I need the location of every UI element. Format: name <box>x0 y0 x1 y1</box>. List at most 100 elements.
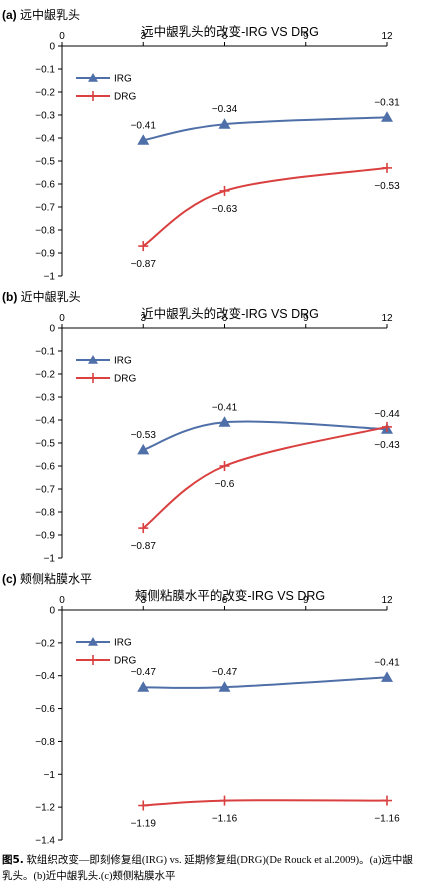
y-tick-label: −0.2 <box>35 88 55 99</box>
series-line-irg <box>143 116 388 142</box>
x-tick-label: 0 <box>59 595 65 606</box>
y-tick-label: −0.5 <box>35 157 55 168</box>
data-point-drg <box>138 800 149 811</box>
y-tick-label: −0.6 <box>35 704 55 715</box>
data-point-irg <box>218 681 231 692</box>
x-tick-label: 9 <box>303 31 309 42</box>
panel-letter: (a) <box>2 8 17 22</box>
data-point-irg <box>218 416 231 427</box>
data-label-irg: −0.53 <box>131 430 157 441</box>
data-point-drg <box>138 241 149 252</box>
y-tick-label: −0.1 <box>35 65 55 76</box>
y-tick-label: 0 <box>49 42 55 53</box>
x-tick-label: 6 <box>222 595 228 606</box>
legend-label-drg: DRG <box>114 374 136 385</box>
data-point-drg <box>219 461 230 471</box>
legend-label-irg: IRG <box>114 74 132 85</box>
chart-title: 颊侧粘膜水平的改变-IRG VS DRG <box>135 588 325 603</box>
figure-caption: 图5. 软组织改变—即刻修复组(IRG) vs. 延期修复组(DRG)(De R… <box>2 852 419 885</box>
data-point-irg <box>381 111 393 122</box>
data-label-drg: −0.87 <box>131 541 157 552</box>
series-line-drg <box>143 799 388 807</box>
y-tick-label: −0.8 <box>35 508 55 519</box>
data-label-drg: −0.6 <box>215 479 235 490</box>
data-label-drg: −0.87 <box>131 259 157 270</box>
legend-marker-irg <box>88 355 98 364</box>
x-tick-label: 3 <box>140 31 146 42</box>
caption-text: 软组织改变—即刻修复组(IRG) vs. 延期修复组(DRG)(De Rouck… <box>2 855 413 882</box>
y-tick-label: −0.9 <box>35 531 55 542</box>
y-tick-label: −0.7 <box>35 485 55 496</box>
panel-title: 颊侧粘膜水平 <box>20 572 93 586</box>
data-point-irg <box>137 443 150 455</box>
y-tick-label: 0 <box>49 324 55 335</box>
data-label-irg: −0.41 <box>374 657 400 668</box>
data-point-irg <box>137 134 150 145</box>
data-label-irg: −0.34 <box>212 104 238 115</box>
data-label-drg: −0.63 <box>212 204 238 215</box>
data-label-drg: −1.16 <box>374 814 400 825</box>
y-tick-label: −0.6 <box>35 180 55 191</box>
y-tick-label: −1 <box>44 770 56 781</box>
y-tick-label: −0.3 <box>35 393 55 404</box>
legend-label-drg: DRG <box>114 656 136 667</box>
x-tick-label: 3 <box>140 313 146 324</box>
series-line-drg <box>142 166 388 247</box>
y-tick-label: −0.7 <box>35 203 55 214</box>
data-point-drg <box>219 795 230 806</box>
x-tick-label: 3 <box>140 595 146 606</box>
panel-letter: (b) <box>2 290 18 304</box>
line-chart-c: 颊侧粘膜水平的改变-IRG VS DRG 0 −0.2 −0.4 −0.6 −0.8 −1 −… <box>35 588 400 847</box>
data-point-irg <box>218 118 231 129</box>
data-point-drg <box>382 795 392 806</box>
chart-panel-c: (c) 颊侧粘膜水平 颊侧粘膜水平的改变-IRG VS DRG 0 −0.2 −0.4… <box>0 570 421 848</box>
legend-label-drg: DRG <box>114 92 136 103</box>
series-line-irg <box>142 420 388 451</box>
data-label-drg: −1.19 <box>131 819 157 830</box>
legend-label-irg: IRG <box>114 638 132 649</box>
y-tick-label: −0.6 <box>35 462 55 473</box>
data-label-drg: −1.16 <box>212 814 238 825</box>
x-tick-label: 12 <box>381 313 393 324</box>
data-label-irg: −0.41 <box>131 120 157 131</box>
y-tick-label: −0.3 <box>35 111 55 122</box>
chart-title: 近中龈乳头的改变-IRG VS DRG <box>141 306 319 321</box>
data-label-irg: −0.31 <box>374 97 400 108</box>
data-label-irg: −0.44 <box>374 409 400 420</box>
y-tick-label: −0.4 <box>35 134 55 145</box>
data-label-irg: −0.47 <box>131 667 157 678</box>
panel-label-b: (b) 近中龈乳头 <box>2 288 81 305</box>
caption-label: 图5. <box>2 854 24 866</box>
series-line-drg <box>142 425 388 529</box>
chart-title: 远中龈乳头的改变-IRG VS DRG <box>141 24 319 39</box>
y-tick-label: −1.2 <box>35 803 55 814</box>
y-tick-label: −1 <box>44 554 56 565</box>
data-point-drg <box>382 421 392 432</box>
legend-marker-irg <box>88 73 98 82</box>
data-label-drg: −0.53 <box>374 181 400 192</box>
x-tick-label: 0 <box>59 313 65 324</box>
data-label-drg: −0.43 <box>374 440 400 451</box>
x-tick-label: 0 <box>59 31 65 42</box>
x-tick-label: 12 <box>381 595 393 606</box>
data-label-irg: −0.41 <box>212 402 238 413</box>
data-label-irg: −0.47 <box>212 667 238 678</box>
data-point-drg <box>219 185 230 196</box>
y-tick-label: −0.1 <box>35 347 55 358</box>
y-tick-label: −0.9 <box>35 249 55 260</box>
y-tick-label: −0.2 <box>35 638 55 649</box>
x-tick-label: 9 <box>303 313 309 324</box>
legend-label-irg: IRG <box>114 356 132 367</box>
line-chart-b: 近中龈乳头的改变-IRG VS DRG 0 −0.1 −0.2 −0.3 −0.4 −0.5… <box>35 306 400 565</box>
data-point-irg <box>381 671 393 682</box>
series-line-irg <box>143 676 388 689</box>
legend-marker-irg <box>88 637 98 646</box>
data-point-irg <box>137 681 150 692</box>
y-tick-label: −0.8 <box>35 737 55 748</box>
chart-panel-b: (b) 近中龈乳头 近中龈乳头的改变-IRG VS DRG 0 −0.1 −0.2 −0… <box>0 288 421 566</box>
panel-letter: (c) <box>2 572 17 586</box>
chart-panel-a: (a) 远中龈乳头 远中龈乳头的改变-IRG VS DRG 0 −0.1 −0.2 −0… <box>0 6 421 284</box>
x-tick-label: 12 <box>381 31 393 42</box>
y-tick-label: −0.8 <box>35 226 55 237</box>
y-tick-label: 0 <box>49 606 55 617</box>
